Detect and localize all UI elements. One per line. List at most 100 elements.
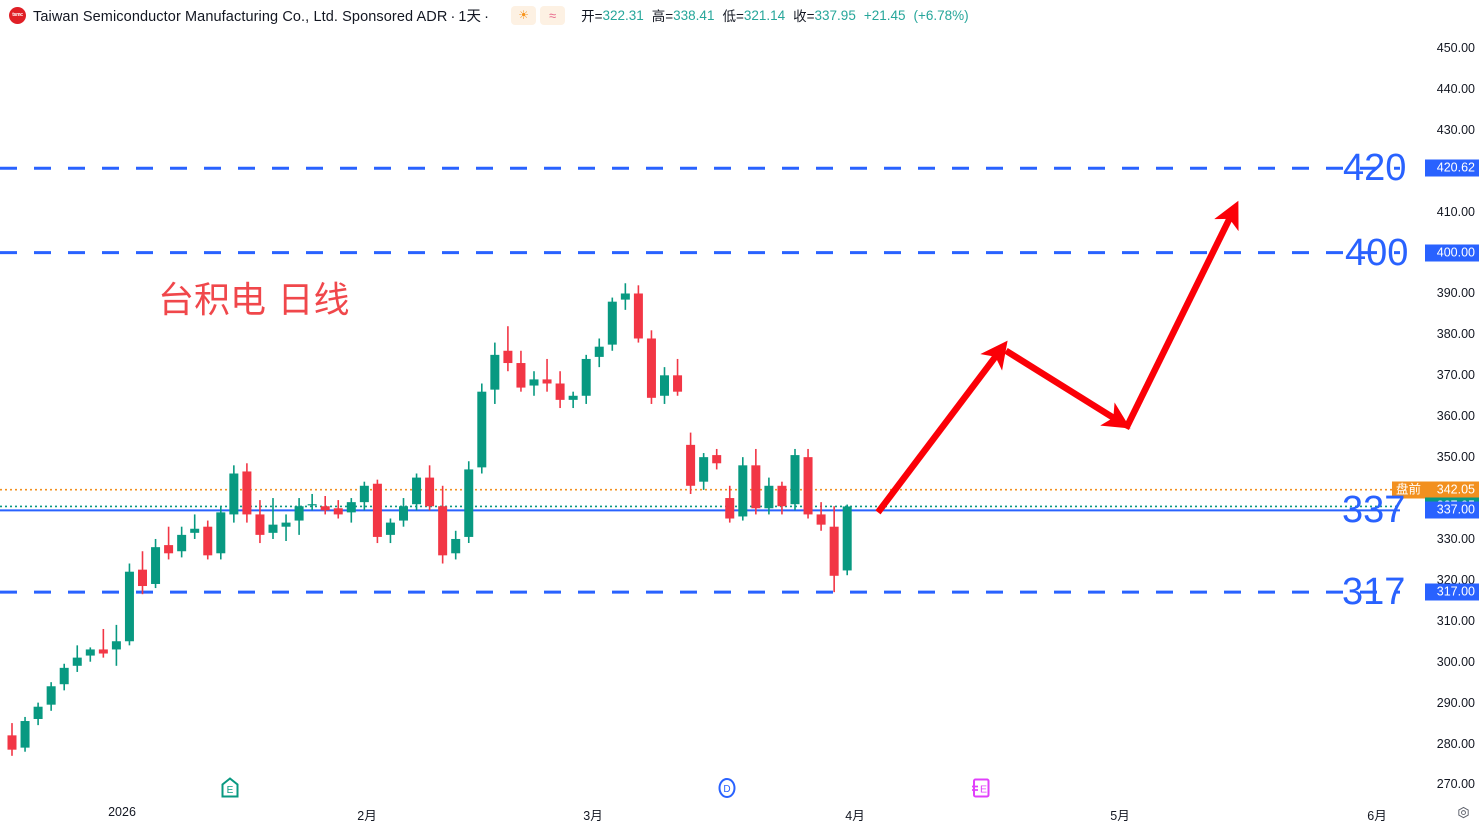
price-badge-420.62[interactable]: 420.62 [1425, 159, 1479, 177]
candle [294, 498, 304, 535]
candle [633, 285, 643, 343]
chart-legend: tsmc Taiwan Semiconductor Manufacturing … [0, 0, 1479, 30]
candle [490, 342, 500, 404]
price-tick: 410.00 [1436, 204, 1475, 219]
open-value: 322.31 [602, 7, 644, 23]
estimated-earnings-marker-icon[interactable]: E [971, 777, 991, 804]
candle [216, 506, 226, 560]
candle [320, 496, 330, 515]
candle [124, 563, 134, 646]
candlestick-svg [0, 166, 1400, 756]
level-label-400: 400 [1345, 231, 1409, 274]
candle [333, 500, 343, 519]
legend-badges: ☀ ≈ [511, 5, 566, 25]
open-label: 开= [581, 9, 603, 24]
price-tick: 330.00 [1436, 531, 1475, 546]
candle [516, 350, 526, 392]
candle [555, 371, 565, 409]
close-value: 337.95 [814, 7, 856, 23]
candle [268, 498, 278, 539]
candle [477, 383, 487, 474]
time-tick: 2月 [357, 809, 377, 823]
price-tick: 300.00 [1436, 654, 1475, 669]
candle [72, 645, 82, 672]
chart-plot-area[interactable]: 台积电 日线 [0, 30, 1400, 800]
settings-gear-icon[interactable] [1456, 806, 1471, 821]
candle [451, 530, 461, 560]
time-tick: 6月 [1367, 809, 1387, 823]
high-value: 338.41 [673, 7, 715, 23]
candle [20, 716, 30, 752]
svg-text:E: E [227, 785, 234, 796]
candle [646, 330, 656, 404]
forecast-arrow-3 [1123, 200, 1239, 430]
candle [412, 473, 422, 511]
candle [346, 498, 356, 523]
candle [281, 514, 291, 542]
symbol-name: Taiwan Semiconductor Manufacturing Co., … [33, 8, 448, 25]
svg-text:D: D [723, 784, 730, 795]
sun-icon[interactable]: ☀ [511, 5, 537, 25]
candle [177, 526, 187, 558]
price-tick: 370.00 [1436, 368, 1475, 383]
candle [59, 663, 69, 691]
price-tick: 450.00 [1436, 41, 1475, 55]
price-tick: 350.00 [1436, 450, 1475, 465]
candle [829, 506, 839, 593]
dividend-marker-icon[interactable]: D [717, 777, 737, 804]
interval-label[interactable]: 1天 [458, 8, 482, 25]
candle [790, 448, 800, 511]
price-tick: 270.00 [1436, 777, 1475, 792]
candle [725, 485, 735, 523]
candle [568, 391, 578, 409]
title-separator-2: · [484, 8, 490, 25]
forecast-arrow-2 [1004, 348, 1131, 429]
time-tick: 3月 [583, 809, 603, 823]
price-tick: 280.00 [1436, 736, 1475, 751]
wave-icon[interactable]: ≈ [540, 5, 566, 25]
candle [607, 297, 617, 351]
low-value: 321.14 [743, 7, 786, 23]
price-tick: 390.00 [1436, 286, 1475, 301]
candle [594, 338, 604, 368]
price-badge-337.00[interactable]: 337.00 [1425, 501, 1479, 519]
price-tick: 290.00 [1436, 695, 1475, 710]
candle [203, 520, 213, 560]
price-badge-400.00[interactable]: 400.00 [1425, 244, 1479, 262]
price-tick: 360.00 [1436, 409, 1475, 424]
candle [764, 477, 774, 515]
candle [751, 448, 761, 515]
candle [229, 465, 239, 523]
chart-text-annotation: 台积电 日线 [158, 280, 350, 321]
candle [255, 500, 265, 544]
level-label-317: 317 [1342, 571, 1406, 614]
forecast-arrow-1 [875, 340, 1008, 515]
price-badge-317.00[interactable]: 317.00 [1425, 583, 1479, 601]
candle [816, 502, 826, 531]
low-label: 低= [722, 9, 744, 24]
symbol-title[interactable]: Taiwan Semiconductor Manufacturing Co., … [33, 5, 492, 26]
price-badge-342.05[interactable]: 342.05 [1425, 481, 1479, 499]
candle [111, 624, 121, 666]
time-axis[interactable]: 2026 2月 3月 4月 5月 6月 [0, 800, 1479, 827]
candle [842, 504, 852, 576]
price-tick: 430.00 [1436, 122, 1475, 137]
candle [33, 702, 43, 726]
price-tick: 380.00 [1436, 327, 1475, 342]
time-tick: 5月 [1110, 809, 1130, 823]
candle [372, 479, 382, 544]
change-value: +21.45 [863, 7, 906, 23]
candle [399, 498, 408, 527]
price-tick: 320.00 [1436, 572, 1475, 587]
earnings-marker-icon[interactable]: E [220, 777, 240, 804]
price-tick: 440.00 [1436, 81, 1475, 96]
high-label: 高= [651, 9, 674, 24]
candle [673, 358, 683, 396]
svg-text:E: E [980, 784, 987, 796]
close-label: 收= [793, 9, 815, 24]
level-label-337: 337 [1342, 489, 1406, 532]
price-axis[interactable]: 270.00 280.00 290.00 300.00 310.00 320.00 330.… [1391, 30, 1479, 800]
candle [438, 485, 448, 564]
candle [686, 432, 696, 494]
